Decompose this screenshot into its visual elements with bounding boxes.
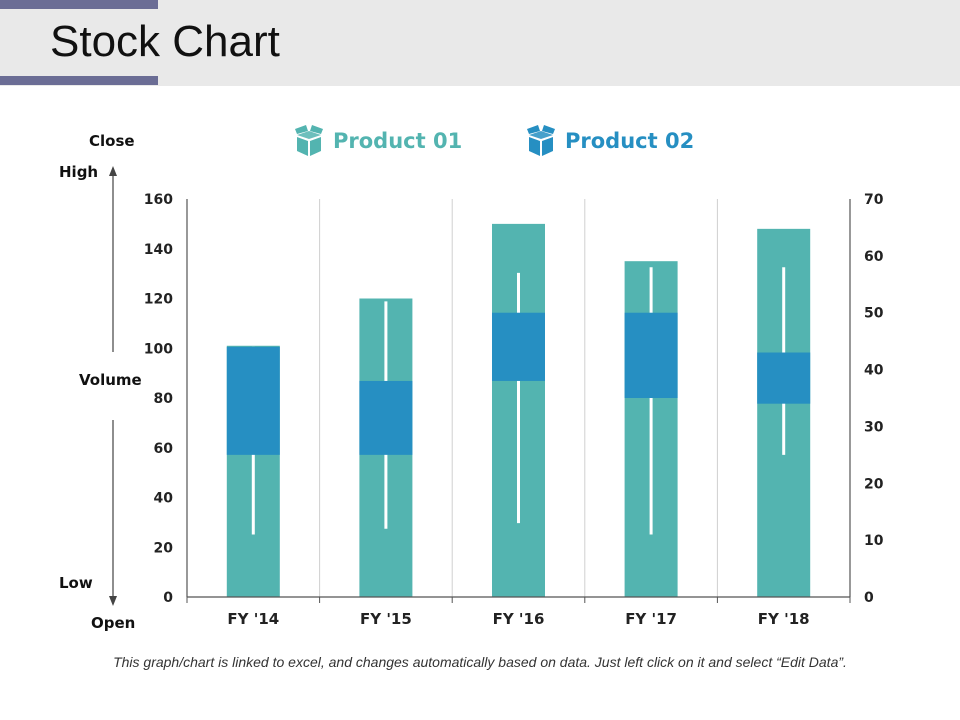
stock-chart: 0 20 40 60 80 100 120 140 160 0 10 20 30 40 50 60 70 FY… [59, 125, 884, 632]
right-tick-label: 60 [864, 249, 884, 265]
open-close-boxes [226, 312, 811, 455]
box-icon-left-face [529, 137, 540, 156]
right-tick-label: 0 [864, 590, 874, 606]
open-close-box [492, 312, 545, 381]
axis-word-volume: Volume [79, 371, 142, 389]
box-icon-left-face [297, 137, 308, 156]
title-accent-bar-bottom [0, 76, 158, 85]
axis-word-open: Open [91, 614, 135, 632]
category-label: FY '17 [625, 610, 677, 628]
right-axis-ticks: 0 10 20 30 40 50 60 70 [864, 192, 884, 606]
legend-label-product-02: Product 02 [565, 129, 694, 153]
box-icon-right-flap [310, 125, 323, 134]
axis-word-close: Close [89, 132, 135, 150]
left-tick-label: 60 [154, 441, 174, 457]
legend-item-product-02: Product 02 [527, 125, 694, 156]
legend-item-product-01: Product 01 [295, 125, 462, 156]
left-tick-label: 20 [154, 540, 174, 556]
category-labels: FY '14 FY '15 FY '16 FY '17 FY '18 [227, 610, 809, 628]
box-icon-left-flap [295, 125, 308, 134]
axis-word-low: Low [59, 574, 93, 592]
open-close-box [624, 312, 678, 398]
up-arrow-head-icon [109, 166, 117, 176]
category-label: FY '14 [227, 610, 279, 628]
legend-label-product-01: Product 01 [333, 129, 462, 153]
chart-axes [186, 199, 851, 603]
left-tick-label: 120 [144, 292, 173, 308]
footnote: This graph/chart is linked to excel, and… [113, 654, 847, 670]
left-tick-label: 160 [144, 192, 173, 208]
right-tick-label: 70 [864, 192, 884, 208]
open-close-box [359, 380, 413, 455]
box-icon [295, 125, 323, 156]
title-band [0, 0, 960, 86]
page-title: Stock Chart [50, 17, 280, 66]
down-arrow-head-icon [109, 596, 117, 606]
right-tick-label: 30 [864, 419, 884, 435]
left-tick-label: 0 [163, 590, 173, 606]
high-low-lines [251, 267, 786, 535]
category-label: FY '15 [360, 610, 412, 628]
left-tick-label: 140 [144, 242, 173, 258]
right-tick-label: 40 [864, 363, 884, 379]
box-icon-left-flap [527, 125, 540, 134]
grid-lines [319, 199, 718, 597]
left-tick-label: 40 [154, 491, 174, 507]
axis-word-high: High [59, 163, 98, 181]
box-icon-right-face [542, 137, 553, 156]
title-accent-bar-top [0, 0, 158, 9]
legend: Product 01 Product 02 [295, 125, 694, 156]
box-icon [527, 125, 555, 156]
box-icon-right-flap [542, 125, 555, 134]
box-icon-lid [529, 131, 553, 139]
right-tick-label: 50 [864, 306, 884, 322]
open-close-box [757, 352, 811, 404]
left-tick-label: 80 [154, 391, 174, 407]
right-tick-label: 20 [864, 476, 884, 492]
open-close-box [226, 346, 280, 455]
category-label: FY '18 [758, 610, 810, 628]
left-axis-ticks: 0 20 40 60 80 100 120 140 160 [144, 192, 173, 606]
right-tick-label: 10 [864, 533, 884, 549]
left-tick-label: 100 [144, 341, 173, 357]
box-icon-right-face [310, 137, 321, 156]
box-icon-lid [297, 131, 321, 139]
category-label: FY '16 [493, 610, 545, 628]
